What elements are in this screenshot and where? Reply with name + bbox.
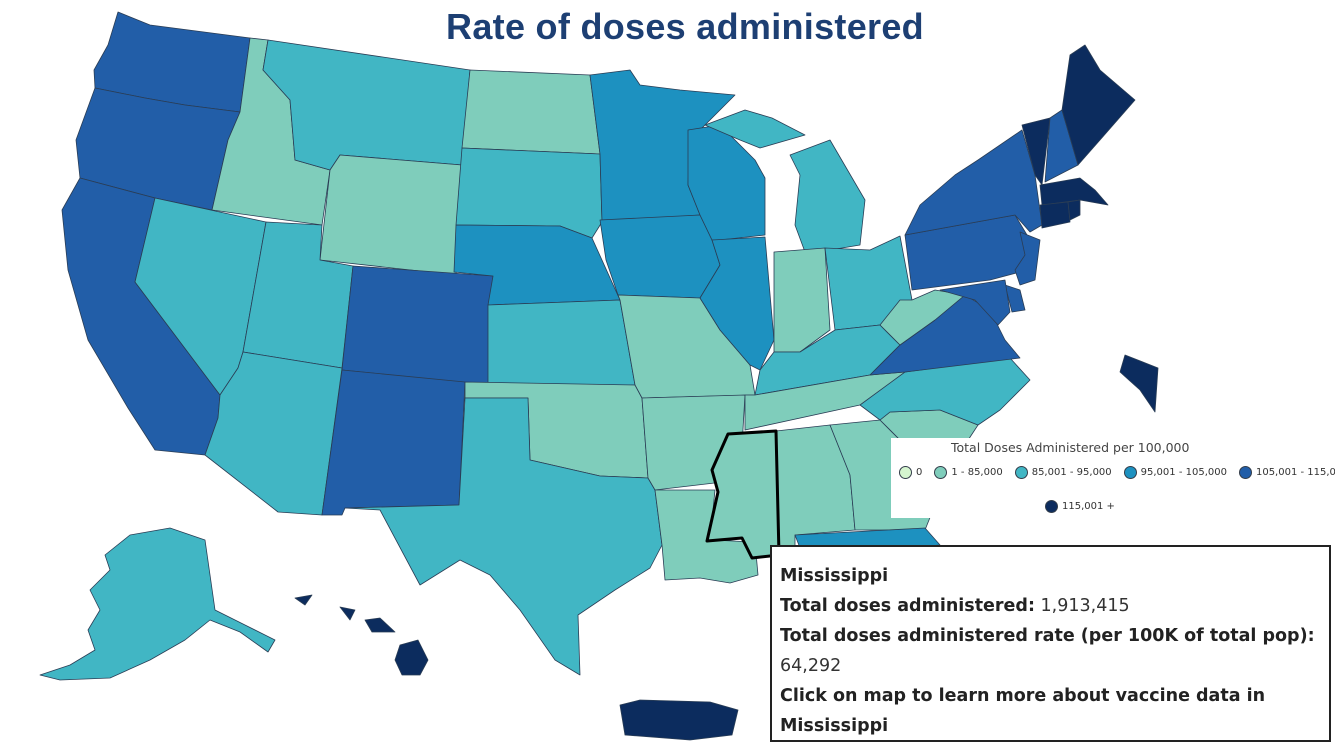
state-west-virginia[interactable] (879, 289, 966, 346)
territory-puerto-rico[interactable] (619, 699, 739, 741)
state-montana[interactable] (262, 39, 471, 171)
state-michigan-upper[interactable] (704, 109, 806, 149)
legend-swatch-icon (899, 466, 912, 479)
legend-label: 95,001 - 105,000 (1140, 467, 1227, 478)
legend-item-0[interactable]: 0 (899, 466, 922, 479)
map-title: Rate of doses administered (446, 6, 924, 47)
legend-item-105001-115000[interactable]: 105,001 - 115,000 (1238, 466, 1335, 479)
state-rhode-island[interactable] (1067, 199, 1081, 221)
map-legend: Total Doses Administered per 100,000 0 1… (891, 438, 1335, 518)
state-mississippi[interactable] (705, 429, 781, 560)
legend-swatch-icon (1014, 466, 1028, 479)
legend-swatch-icon (1238, 466, 1252, 479)
state-iowa[interactable] (599, 214, 721, 299)
state-delaware[interactable] (1004, 284, 1026, 313)
tooltip-rate-label: Total doses administered rate (per 100K … (780, 626, 1315, 646)
state-hawaii[interactable] (294, 594, 429, 676)
state-kansas[interactable] (487, 299, 636, 386)
legend-item-115001-plus[interactable]: 115,001 + (1045, 500, 1115, 513)
legend-item-95001-105000[interactable]: 95,001 - 105,000 (1123, 466, 1227, 479)
state-wisconsin[interactable] (687, 124, 766, 241)
state-indiana[interactable] (773, 247, 831, 353)
legend-label: 115,001 + (1062, 501, 1115, 512)
state-new-mexico[interactable] (321, 369, 466, 516)
tooltip-total-value: 1,913,415 (1040, 596, 1130, 616)
tooltip-total-label: Total doses administered: (780, 596, 1035, 616)
state-colorado[interactable] (341, 265, 494, 386)
state-texas[interactable] (344, 397, 663, 676)
legend-swatch-icon (934, 466, 948, 479)
state-wyoming[interactable] (319, 154, 463, 276)
territory-guam[interactable] (1119, 354, 1159, 413)
state-maryland[interactable] (939, 279, 1011, 326)
state-alaska[interactable] (39, 527, 276, 681)
state-illinois[interactable] (699, 236, 775, 371)
tooltip-rate-value: 64,292 (780, 656, 842, 676)
legend-swatch-icon (1045, 500, 1058, 513)
legend-item-85001-95000[interactable]: 85,001 - 95,000 (1014, 466, 1112, 479)
state-south-dakota[interactable] (455, 147, 603, 239)
state-new-york[interactable] (904, 129, 1043, 236)
state-new-jersey[interactable] (1014, 231, 1041, 286)
state-connecticut[interactable] (1039, 201, 1071, 229)
legend-row-1: 0 1 - 85,000 85,001 - 95,000 95,001 - 10… (899, 466, 1335, 479)
legend-row-2: 115,001 + (1045, 500, 1127, 513)
tooltip-state-name: Mississippi (780, 566, 889, 586)
legend-item-1-85000[interactable]: 1 - 85,000 (934, 466, 1003, 479)
state-maine[interactable] (1061, 44, 1136, 166)
state-michigan[interactable] (789, 139, 866, 253)
tooltip-cta-link[interactable]: Click on map to learn more about vaccine… (780, 686, 1266, 736)
legend-title: Total Doses Administered per 100,000 (951, 440, 1190, 455)
legend-label: 1 - 85,000 (951, 467, 1003, 478)
legend-label: 0 (916, 467, 923, 478)
state-tooltip[interactable]: Mississippi Total doses administered: 1,… (770, 545, 1331, 742)
state-north-dakota[interactable] (461, 69, 601, 155)
legend-swatch-icon (1123, 466, 1137, 479)
legend-label: 85,001 - 95,000 (1031, 467, 1112, 478)
tooltip-total-row: Total doses administered: 1,913,415 (780, 591, 1321, 621)
legend-label: 105,001 - 115,000 (1255, 467, 1335, 478)
